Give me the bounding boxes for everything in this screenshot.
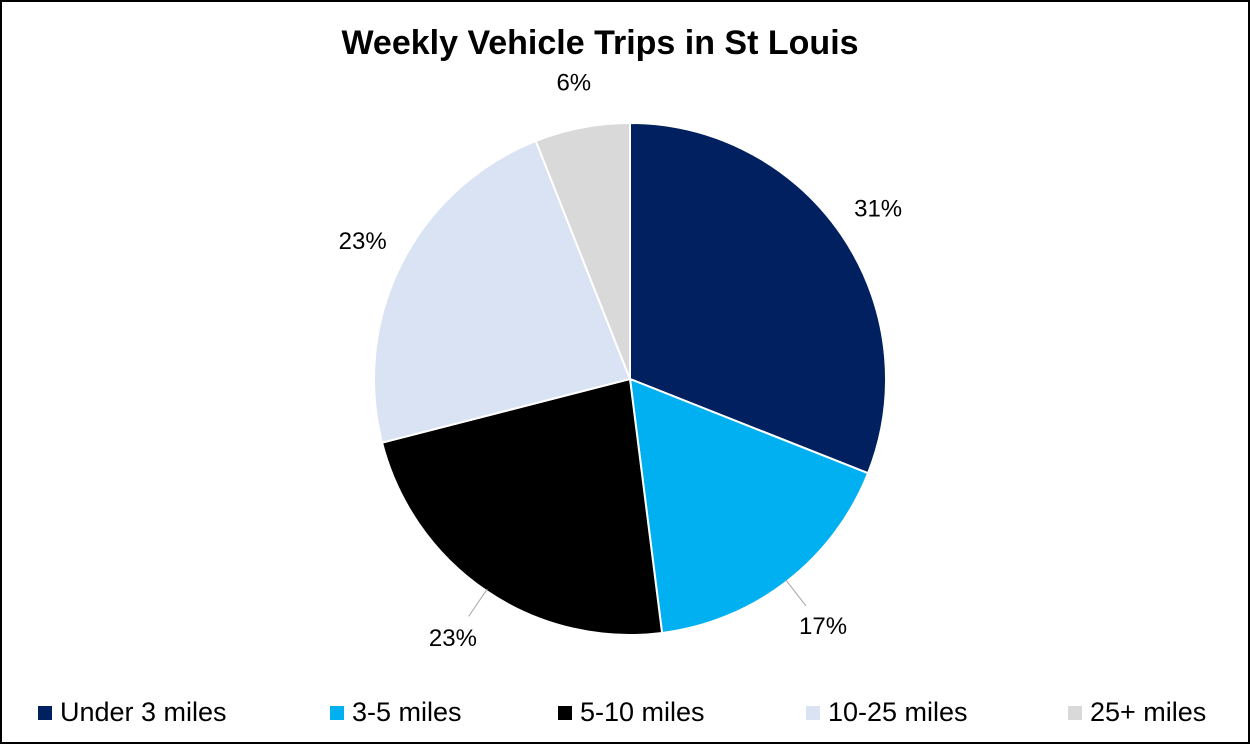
- value-label: 17%: [799, 613, 847, 640]
- leader-line: [785, 579, 807, 607]
- legend-label: Under 3 miles: [60, 697, 227, 727]
- legend-swatch: [330, 706, 344, 720]
- legend-swatch: [38, 706, 52, 720]
- chart-title: Weekly Vehicle Trips in St Louis: [341, 24, 858, 62]
- value-label: 31%: [854, 196, 902, 223]
- legend-label: 3-5 miles: [352, 697, 462, 727]
- value-label: 23%: [429, 625, 477, 652]
- legend-label: 5-10 miles: [580, 697, 705, 727]
- legend-swatch: [1068, 706, 1082, 720]
- pie-slice: [534, 121, 631, 380]
- leader-line: [468, 588, 488, 617]
- legend-swatch: [806, 706, 820, 720]
- legend-label: 25+ miles: [1090, 697, 1206, 727]
- legend-swatch: [558, 706, 572, 720]
- legend-label: 10-25 miles: [828, 697, 968, 727]
- pie-slice: [373, 139, 632, 444]
- pie-slice: [629, 121, 887, 475]
- value-label: 23%: [339, 228, 387, 255]
- value-label: 6%: [556, 70, 591, 97]
